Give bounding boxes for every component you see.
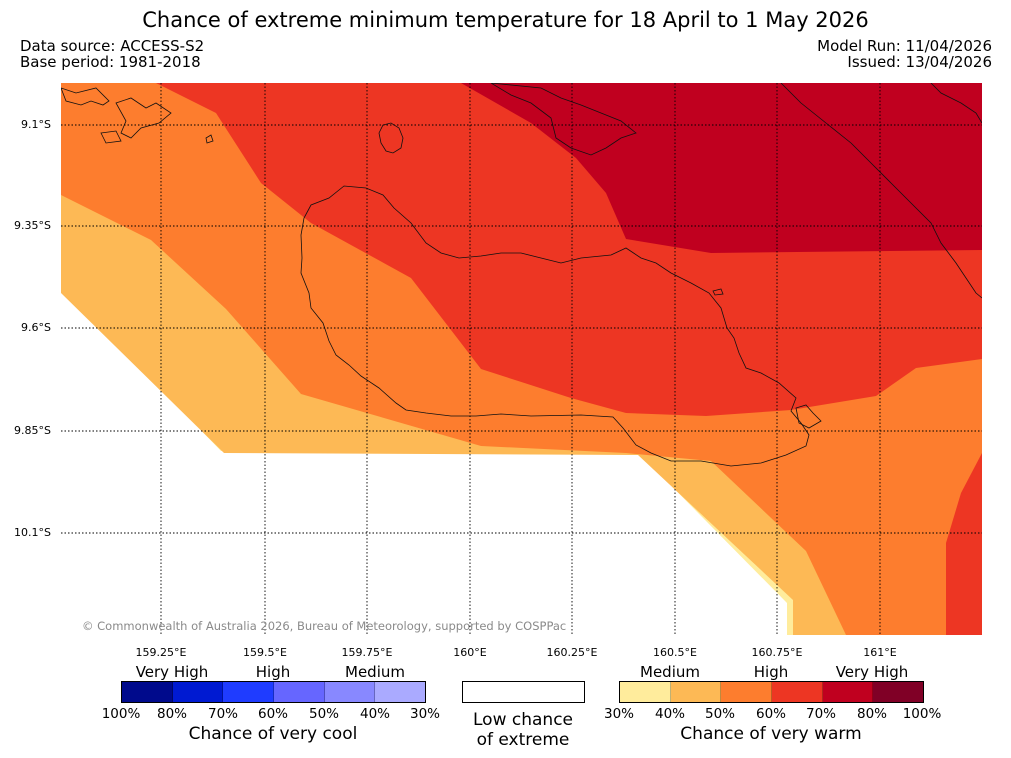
map-canvas [61,83,982,635]
small-islet-2 [712,288,724,296]
cool-colorbar [121,681,426,703]
lon-label: 160.5°E [653,646,697,659]
warm-level-medium: Medium [640,663,700,681]
run-info: Model Run: 11/04/2026 Issued: 13/04/2026 [817,38,992,70]
model-run: Model Run: 11/04/2026 [817,37,992,55]
cool-swatch [223,682,275,702]
warm-level-very-high: Very High [835,663,909,681]
warm-caption: Chance of very warm [680,724,862,744]
lon-label: 160.75°E [751,646,803,659]
lat-label: 10.1°S [14,526,51,539]
cool-pct: 100% [101,706,141,722]
warm-swatch [721,682,773,702]
lon-label: 159.5°E [243,646,287,659]
zone-70 [461,83,982,253]
neutral-caption-line1: Low chance [473,710,573,730]
lon-label: 159.25°E [135,646,187,659]
lon-label: 159.75°E [341,646,393,659]
issued-date: Issued: 13/04/2026 [847,53,992,71]
cool-swatch [324,682,376,702]
warm-swatch [620,682,671,702]
cool-swatch [122,682,173,702]
warm-pct: 70% [805,706,837,722]
lon-label: 160°E [453,646,487,659]
warm-colorbar [619,681,924,703]
cool-pct: 70% [207,706,239,722]
warm-pct: 80% [856,706,888,722]
lat-label: 9.6°S [21,321,51,334]
data-source: Data source: ACCESS-S2 [20,37,205,55]
warm-pct: 100% [902,706,942,722]
map-title: Chance of extreme minimum temperature fo… [142,8,869,32]
cool-level-high: High [255,663,291,681]
cool-pct: 50% [308,706,340,722]
warm-pct: 30% [603,706,635,722]
neutral-swatch [462,681,585,703]
florida-islands-coast [61,87,172,144]
warm-pct: 50% [704,706,736,722]
cool-pct: 80% [156,706,188,722]
guadalcanal-coast [300,185,810,467]
cool-caption: Chance of very cool [188,724,358,744]
cool-level-medium: Medium [345,663,405,681]
warm-swatch [873,682,924,702]
makira-coast [780,83,982,299]
cool-pct: 40% [359,706,391,722]
small-islet-1 [205,134,214,144]
source-info: Data source: ACCESS-S2 Base period: 1981… [20,38,204,70]
savo-coast [378,122,404,154]
lon-label: 160.25°E [546,646,598,659]
cool-level-very-high: Very High [135,663,209,681]
cool-pct: 30% [409,706,441,722]
base-period: Base period: 1981-2018 [20,53,201,71]
lat-label: 9.1°S [21,118,51,131]
warm-level-high: High [753,663,789,681]
cool-pct: 60% [257,706,289,722]
lat-label: 9.35°S [14,219,51,232]
neutral-caption: Low chance of extreme [473,710,573,750]
zone-60-patch [946,453,982,635]
warm-swatch [822,682,874,702]
lon-label: 161°E [863,646,897,659]
gridlines [61,83,982,635]
cool-swatch [375,682,426,702]
coastlines [61,83,982,467]
warm-pct: 40% [654,706,686,722]
cool-swatch [172,682,224,702]
neutral-caption-line2: of extreme [476,730,570,750]
lat-label: 9.85°S [14,424,51,437]
forecast-map [61,83,982,635]
cool-swatch [274,682,325,702]
warm-swatch [670,682,722,702]
malaita-coast [490,83,637,156]
warm-pct: 60% [755,706,787,722]
small-islet-3 [795,404,822,429]
copyright-notice: © Commonwealth of Australia 2026, Bureau… [82,619,567,633]
warm-swatch [772,682,823,702]
